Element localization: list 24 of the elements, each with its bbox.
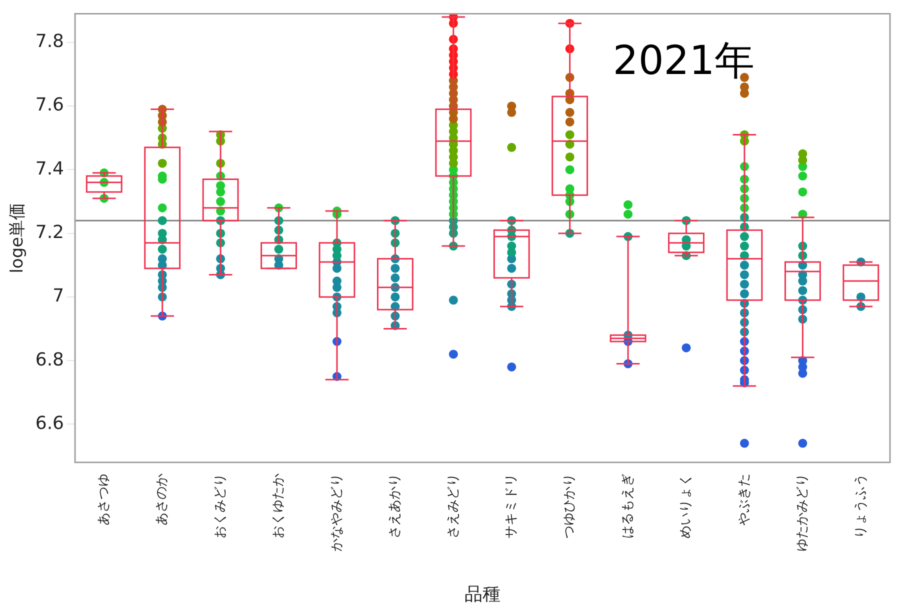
x-tick-label: さえあかり (388, 473, 403, 538)
annotation: 2021年 (612, 38, 755, 84)
x-tick-label: やぶきた (736, 473, 752, 526)
x-tick-label: おくゆたか (271, 473, 286, 538)
y-tick-label: 6.6 (35, 412, 64, 434)
x-tick-label: あさのか (154, 473, 170, 526)
x-tick-label: さえみどり (446, 473, 461, 538)
x-tick-label: サキミドリ (504, 473, 519, 538)
y-tick-label: 7 (52, 286, 64, 307)
x-tick-label: あさつゆ (96, 473, 112, 526)
y-tick-label: 7.8 (35, 31, 64, 52)
x-tick-label: つゆひかり (562, 473, 578, 538)
x-axis-title: 品種 (464, 584, 501, 605)
y-tick-label: 7.2 (35, 222, 64, 243)
y-tick-label: 7.6 (35, 94, 64, 116)
x-tick-label: ゆたかみどり (795, 473, 810, 552)
x-tick-label: りょうふう (853, 473, 868, 538)
x-tick-label: おくみどり (212, 473, 228, 538)
x-tick-label: めいりょく (678, 473, 694, 538)
x-tick-label: かなやみどり (329, 473, 344, 552)
y-tick-label: 7.4 (35, 158, 64, 180)
y-axis-title: loge単価 (8, 202, 28, 274)
x-tick-label: はるもえぎ (620, 473, 636, 538)
y-tick-label: 6.8 (35, 349, 64, 370)
